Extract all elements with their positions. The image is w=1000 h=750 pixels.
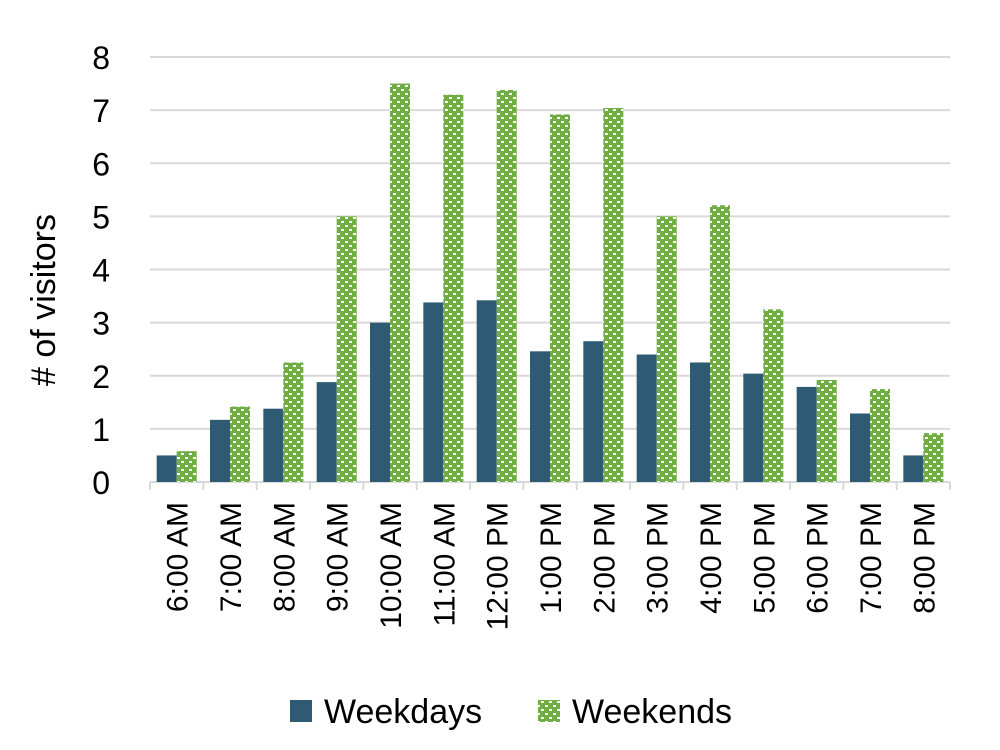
- weekdays-bar: [156, 455, 177, 482]
- x-tick-label: 1:00 PM: [535, 502, 568, 614]
- weekends-bar: [496, 89, 517, 482]
- bars: [156, 83, 944, 482]
- x-tick-label: 12:00 PM: [482, 502, 515, 630]
- legend-label-weekends: Weekends: [572, 693, 732, 731]
- weekends-bar: [230, 406, 250, 482]
- weekends-bar: [763, 309, 784, 482]
- x-tick-label: 3:00 PM: [642, 502, 675, 614]
- legend-swatch-weekdays: [290, 700, 312, 722]
- y-tick-label: 3: [92, 306, 110, 342]
- weekends-bar: [656, 216, 677, 482]
- weekdays-bar: [796, 386, 817, 482]
- y-axis-label: # of visitors: [25, 214, 63, 386]
- x-tick-label: 10:00 AM: [375, 502, 408, 629]
- x-tick-label: 5:00 PM: [748, 502, 781, 614]
- x-axis-ticks: 6:00 AM 7:00 AM 8:00 AM 9:00 AM 10:00 AM 11:0…: [162, 502, 942, 630]
- x-tick-label: 8:00 AM: [268, 502, 301, 612]
- weekdays-bar: [530, 351, 550, 482]
- weekends-bar: [603, 108, 624, 482]
- weekdays-bar: [903, 455, 924, 482]
- y-tick-label: 5: [92, 199, 110, 235]
- weekends-bar: [390, 83, 410, 482]
- weekdays-bar: [850, 413, 870, 482]
- x-tick-label: 4:00 PM: [695, 502, 728, 614]
- weekdays-bar: [210, 419, 230, 482]
- legend-label-weekdays: Weekdays: [324, 693, 482, 731]
- weekdays-bar: [636, 354, 657, 482]
- x-tick-label: 11:00 AM: [428, 502, 461, 627]
- weekdays-bar: [583, 341, 604, 482]
- weekdays-bar: [690, 362, 710, 482]
- x-tick-label: 2:00 PM: [588, 502, 621, 614]
- x-tick-label: 9:00 AM: [322, 502, 355, 612]
- y-tick-label: 7: [92, 93, 110, 129]
- y-tick-label: 1: [92, 412, 110, 448]
- y-tick-label: 4: [92, 253, 110, 289]
- weekends-bar: [550, 114, 570, 482]
- weekends-bar: [870, 389, 890, 482]
- x-tick-label: 7:00 AM: [215, 502, 248, 612]
- weekdays-bar: [476, 300, 497, 482]
- weekends-bar: [443, 94, 464, 482]
- weekdays-bar: [370, 322, 390, 482]
- weekends-bar: [816, 380, 837, 482]
- weekdays-bar: [423, 302, 444, 482]
- weekdays-bar: [263, 408, 284, 482]
- legend-swatch-weekends: [538, 700, 560, 722]
- weekends-bar: [710, 205, 730, 482]
- weekends-bar: [283, 362, 304, 482]
- weekdays-bar: [743, 373, 764, 482]
- y-tick-label: 8: [92, 40, 110, 76]
- x-tick-label: 6:00 PM: [802, 502, 835, 614]
- y-tick-label: 0: [92, 465, 110, 501]
- weekends-bar: [923, 433, 944, 482]
- weekends-bar: [336, 216, 357, 482]
- x-axis: [149, 481, 951, 490]
- weekdays-bar: [316, 382, 337, 482]
- y-axis-ticks: 0 1 2 3 4 5 6 7 8: [92, 40, 110, 501]
- weekends-bar: [176, 451, 197, 482]
- y-tick-label: 6: [92, 146, 110, 182]
- x-tick-label: 7:00 PM: [855, 502, 888, 614]
- x-tick-label: 8:00 PM: [908, 502, 941, 614]
- x-tick-label: 6:00 AM: [162, 502, 195, 612]
- legend: Weekdays Weekends: [290, 693, 732, 731]
- y-tick-label: 2: [92, 359, 110, 395]
